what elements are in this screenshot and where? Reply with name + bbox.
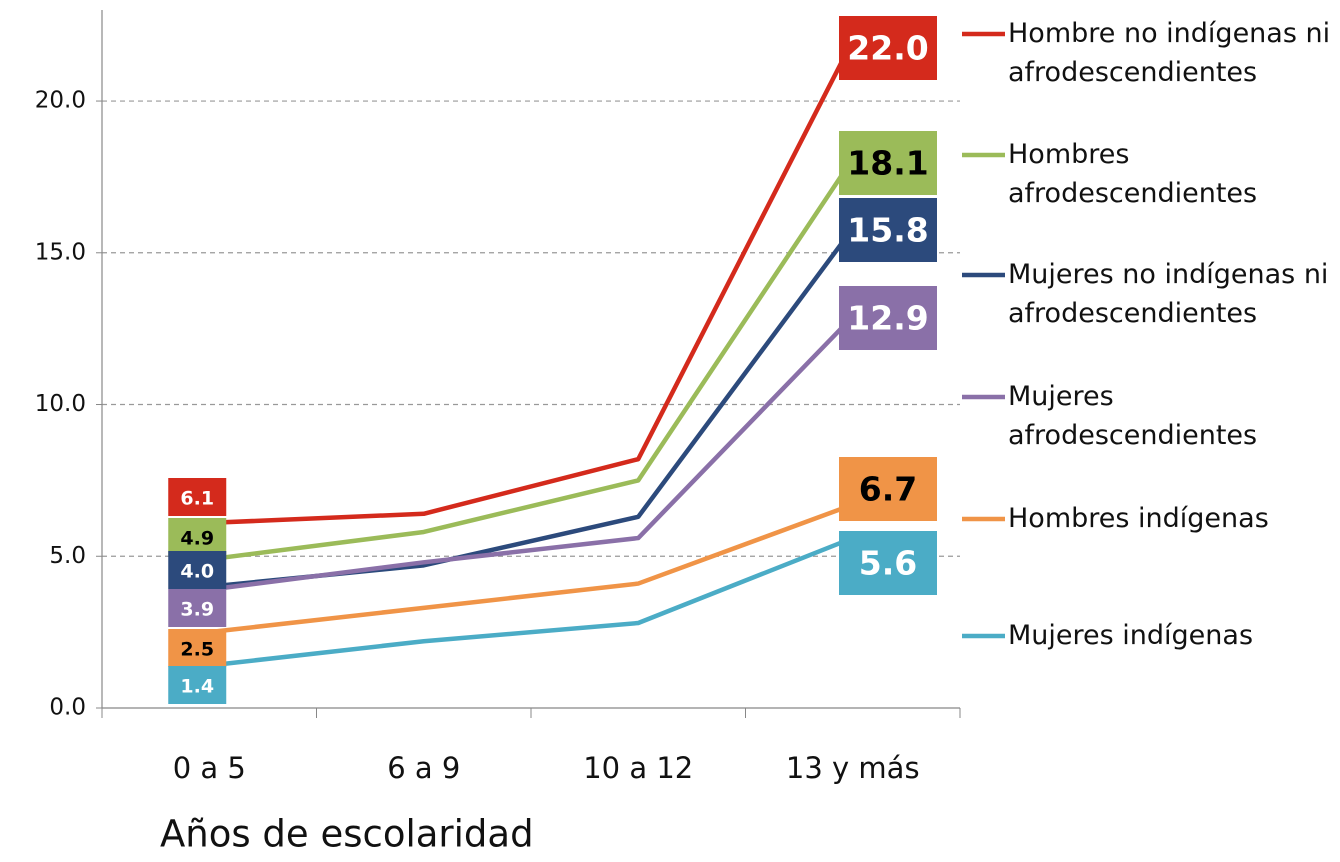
- legend-label: Hombres afrodescendientes: [1008, 139, 1258, 209]
- series-line: [208, 157, 855, 562]
- series-line: [209, 39, 855, 526]
- data-label: 18.1: [847, 144, 928, 183]
- x-tick-label: 6 a 9: [387, 751, 460, 785]
- y-tick-label: 5.0: [49, 543, 86, 569]
- data-label-box: [168, 518, 227, 556]
- data-label-box: [168, 629, 227, 667]
- x-tick-label: 10 a 12: [583, 751, 693, 785]
- data-label-box: [168, 666, 227, 704]
- series-line: [208, 314, 855, 592]
- x-axis-label: Años de escolaridad: [160, 813, 534, 856]
- legend-label: Hombres indígenas: [1008, 503, 1269, 534]
- data-label: 12.9: [847, 299, 928, 338]
- data-label: 3.9: [180, 599, 214, 621]
- data-label: 6.7: [859, 470, 917, 509]
- x-tick-label: 0 a 5: [173, 751, 246, 785]
- legend-label: Mujeres no indígenas ni afrodescendiente…: [1008, 259, 1329, 329]
- data-label-box: [839, 457, 937, 521]
- data-label: 22.0: [847, 29, 928, 68]
- x-tick-label: 13 y más: [786, 751, 920, 785]
- data-label-box: [839, 131, 937, 195]
- legend-label: Mujeres indígenas: [1008, 620, 1254, 651]
- data-label-box: [168, 589, 227, 627]
- data-label-box: [168, 478, 227, 516]
- series-line: [208, 535, 854, 668]
- series-line: [209, 227, 855, 589]
- legend-label: Hombre no indígenas ni afrodescendientes: [1008, 18, 1331, 88]
- legend-label: Mujeres afrodescendientes: [1008, 381, 1258, 451]
- y-tick-label: 0.0: [49, 695, 86, 721]
- series-line: [208, 502, 854, 635]
- data-label: 5.6: [859, 544, 917, 583]
- data-label-box: [839, 286, 937, 350]
- data-label: 4.9: [180, 528, 214, 550]
- data-label-box: [839, 16, 937, 80]
- data-label-box: [839, 531, 937, 595]
- data-label: 4.0: [180, 561, 214, 583]
- data-label-box: [839, 198, 937, 262]
- y-tick-label: 20.0: [35, 88, 86, 114]
- data-label: 15.8: [847, 211, 928, 250]
- data-label: 6.1: [180, 488, 214, 510]
- data-label-box: [168, 551, 227, 589]
- y-tick-label: 15.0: [35, 239, 86, 265]
- y-tick-label: 10.0: [35, 391, 86, 417]
- data-label: 1.4: [180, 676, 214, 698]
- data-label: 2.5: [180, 639, 214, 661]
